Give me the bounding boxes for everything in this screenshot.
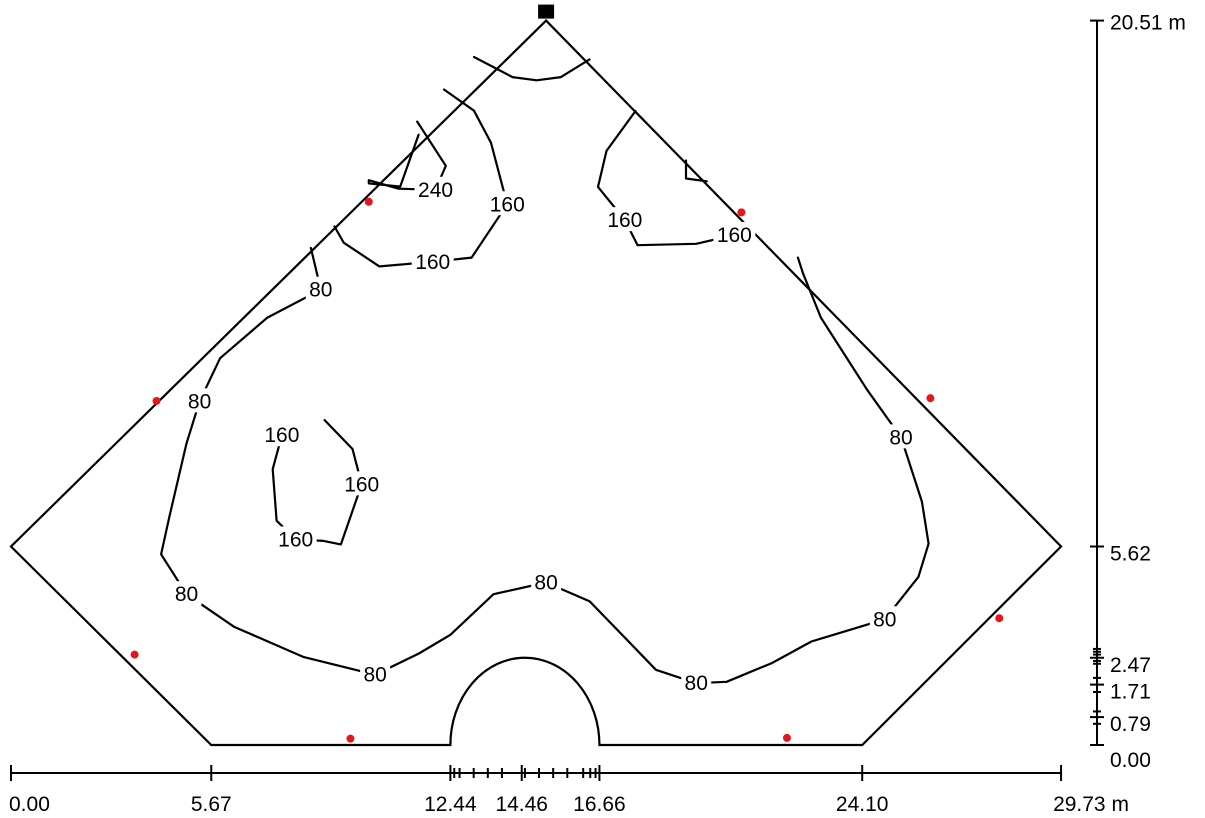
luminaire-marker (152, 396, 161, 405)
room-outline (9, 4, 1063, 747)
x-dimension-axis: 0.00 5.67 12.44 14.46 16.66 24.10 29.73 m (9, 765, 1129, 816)
y-tick-label: 1.71 (1110, 681, 1151, 704)
y-tick-label: 0.79 (1110, 713, 1151, 736)
y-tick-label: 0.00 (1110, 749, 1151, 772)
isoline-label: 80 (175, 583, 198, 606)
isoline-label: 80 (309, 279, 332, 302)
isoline-label-bg (411, 248, 454, 273)
y-tick-label: 2.47 (1110, 654, 1151, 677)
isoline-label: 160 (278, 528, 313, 551)
x-tick-label: 12.44 (424, 793, 477, 816)
x-tick-label: 24.10 (836, 793, 889, 816)
isoline-label: 160 (490, 193, 525, 216)
isoline-label: 240 (418, 179, 453, 202)
isoline-label-bg (869, 606, 900, 631)
isoline-label-bg (414, 176, 457, 201)
x-tick-label: 0.00 (9, 793, 50, 816)
y-dimension-axis: 0.00 0.79 1.71 2.47 5.62 20.51 m (1090, 12, 1186, 772)
x-tick-label: 14.46 (495, 793, 548, 816)
isoline-label: 160 (717, 224, 752, 247)
luminaire-marker (346, 734, 355, 743)
luminaire-marker (926, 394, 935, 403)
isoline-80 (160, 246, 930, 685)
luminaire-group (130, 197, 1004, 743)
isoline-label-bg (681, 670, 712, 695)
isoline-label-bg (713, 221, 756, 246)
isoline-label: 160 (415, 251, 450, 274)
isoline-label: 80 (873, 608, 896, 631)
y-tick-label: 5.62 (1110, 543, 1151, 566)
isoline-label-bg (603, 207, 646, 232)
isoline-label: 80 (889, 426, 912, 449)
x-tick-label: 29.73 m (1053, 793, 1129, 816)
isoline-labels: 240 160 160 160 160 80 80 160 160 160 80 80 80 80 80 80 (171, 176, 917, 695)
isoline-label-bg (486, 191, 529, 216)
isoline-240 (367, 120, 447, 191)
luminaire-marker (364, 197, 373, 206)
isoline-label-bg (260, 422, 303, 447)
isoline-160 (271, 419, 363, 546)
reference-marker (538, 4, 555, 19)
isoline-label: 160 (607, 209, 642, 232)
isoline-label: 80 (363, 664, 386, 687)
isoline-label: 160 (344, 473, 379, 496)
isoline-label-bg (531, 569, 562, 594)
luminaire-marker (130, 650, 139, 659)
isoline-label-bg (305, 276, 336, 301)
room-outline-path (9, 19, 1063, 747)
x-tick-label: 5.67 (191, 793, 232, 816)
y-tick-label: 20.51 m (1110, 12, 1186, 35)
isoline-label-bg (171, 581, 202, 606)
isoline-label: 80 (685, 672, 708, 695)
isoline-240 (684, 159, 708, 183)
isoline-label-bg (340, 471, 383, 496)
x-tick-label: 16.66 (573, 793, 626, 816)
isoline-label: 160 (264, 424, 299, 447)
luminaire-marker (995, 614, 1004, 623)
isoline-160 (333, 88, 509, 268)
isoline-label: 80 (188, 390, 211, 413)
isoline-label-bg (184, 388, 215, 413)
isoline-label: 80 (534, 572, 557, 595)
isoline-label-bg (274, 526, 317, 551)
luminaire-marker (737, 208, 746, 217)
luminaire-marker (782, 733, 791, 742)
isoline-label-bg (886, 424, 917, 449)
isoline-240 (472, 55, 591, 82)
isoline-label-bg (360, 661, 391, 686)
